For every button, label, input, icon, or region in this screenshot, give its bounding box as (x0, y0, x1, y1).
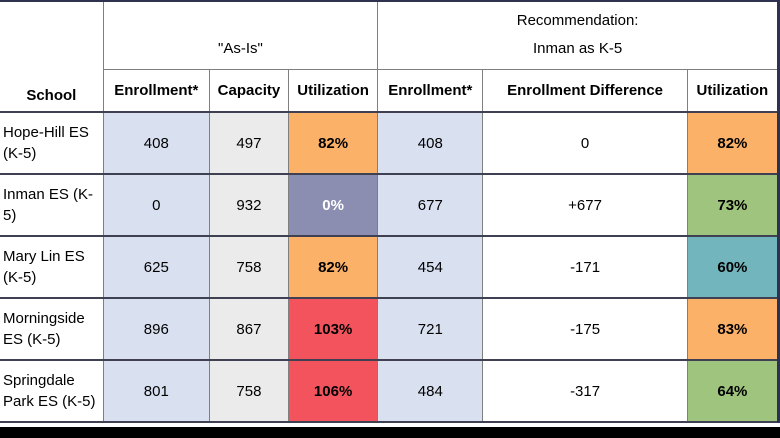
column-header-rec-enrollment: Enrollment* (377, 68, 483, 112)
rec-utilization-value: 64% (686, 359, 779, 422)
enrollment-difference-value: -171 (482, 235, 688, 298)
enrollment-difference-value: 0 (482, 111, 688, 174)
school-name: Morningside ES (K-5) (0, 297, 104, 360)
column-header-enrollment-difference: Enrollment Difference (482, 68, 688, 112)
enrollment-difference-value: +677 (482, 173, 688, 236)
group-header-row: School "As-Is" Recommendation: Inman as … (0, 1, 779, 112)
bottom-black-bar (0, 427, 780, 438)
asis-utilization-value: 0% (288, 173, 378, 236)
asis-utilization-value: 82% (288, 111, 378, 174)
as-is-spacer (104, 7, 377, 35)
school-column-header: School (0, 1, 104, 112)
capacity-value: 758 (208, 235, 289, 298)
capacity-value: 497 (208, 111, 289, 174)
rec-utilization-value: 83% (686, 297, 779, 360)
column-header-asis-enrollment: Enrollment* (102, 68, 210, 112)
table-row-morningside: Morningside ES (K-5) 896 867 103% 721 -1… (0, 297, 779, 360)
as-is-group-header: "As-Is" (102, 1, 378, 69)
column-header-rec-utilization: Utilization (686, 68, 779, 112)
school-name: Mary Lin ES (K-5) (0, 235, 104, 298)
table-row-springdale-park: Springdale Park ES (K-5) 801 758 106% 48… (0, 359, 779, 422)
as-is-label: "As-Is" (218, 40, 263, 58)
column-header-capacity: Capacity (208, 68, 289, 112)
rec-enrollment-value: 484 (377, 359, 483, 422)
table-row-inman: Inman ES (K-5) 0 932 0% 677 +677 73% (0, 173, 779, 236)
asis-enrollment-value: 408 (102, 111, 210, 174)
enrollment-difference-value: -175 (482, 297, 688, 360)
rec-utilization-value: 60% (686, 235, 779, 298)
asis-enrollment-value: 801 (102, 359, 210, 422)
column-header-asis-utilization: Utilization (288, 68, 378, 112)
rec-enrollment-value: 677 (377, 173, 483, 236)
column-header-row: Enrollment* Capacity Utilization Enrollm… (0, 68, 779, 112)
asis-utilization-value: 106% (288, 359, 378, 422)
enrollment-difference-value: -317 (482, 359, 688, 422)
asis-utilization-value: 82% (288, 235, 378, 298)
recommendation-label-line2: Inman as K-5 (532, 40, 623, 58)
rec-enrollment-value: 408 (377, 111, 483, 174)
school-name: Inman ES (K-5) (0, 173, 104, 236)
capacity-value: 867 (208, 297, 289, 360)
asis-enrollment-value: 0 (102, 173, 210, 236)
recommendation-group-header: Recommendation: Inman as K-5 (377, 1, 779, 69)
enrollment-table: School "As-Is" Recommendation: Inman as … (0, 0, 780, 423)
school-name: Springdale Park ES (K-5) (0, 359, 104, 422)
asis-enrollment-value: 896 (102, 297, 210, 360)
asis-utilization-value: 103% (288, 297, 378, 360)
asis-enrollment-value: 625 (102, 235, 210, 298)
rec-utilization-value: 73% (686, 173, 779, 236)
recommendation-label-line1: Recommendation: (516, 12, 639, 30)
rec-enrollment-value: 721 (377, 297, 483, 360)
table-row-hope-hill: Hope-Hill ES (K-5) 408 497 82% 408 0 82% (0, 111, 779, 174)
capacity-value: 758 (208, 359, 289, 422)
capacity-value: 932 (208, 173, 289, 236)
school-name: Hope-Hill ES (K-5) (0, 111, 104, 174)
rec-enrollment-value: 454 (377, 235, 483, 298)
rec-utilization-value: 82% (686, 111, 779, 174)
table-row-mary-lin: Mary Lin ES (K-5) 625 758 82% 454 -171 6… (0, 235, 779, 298)
